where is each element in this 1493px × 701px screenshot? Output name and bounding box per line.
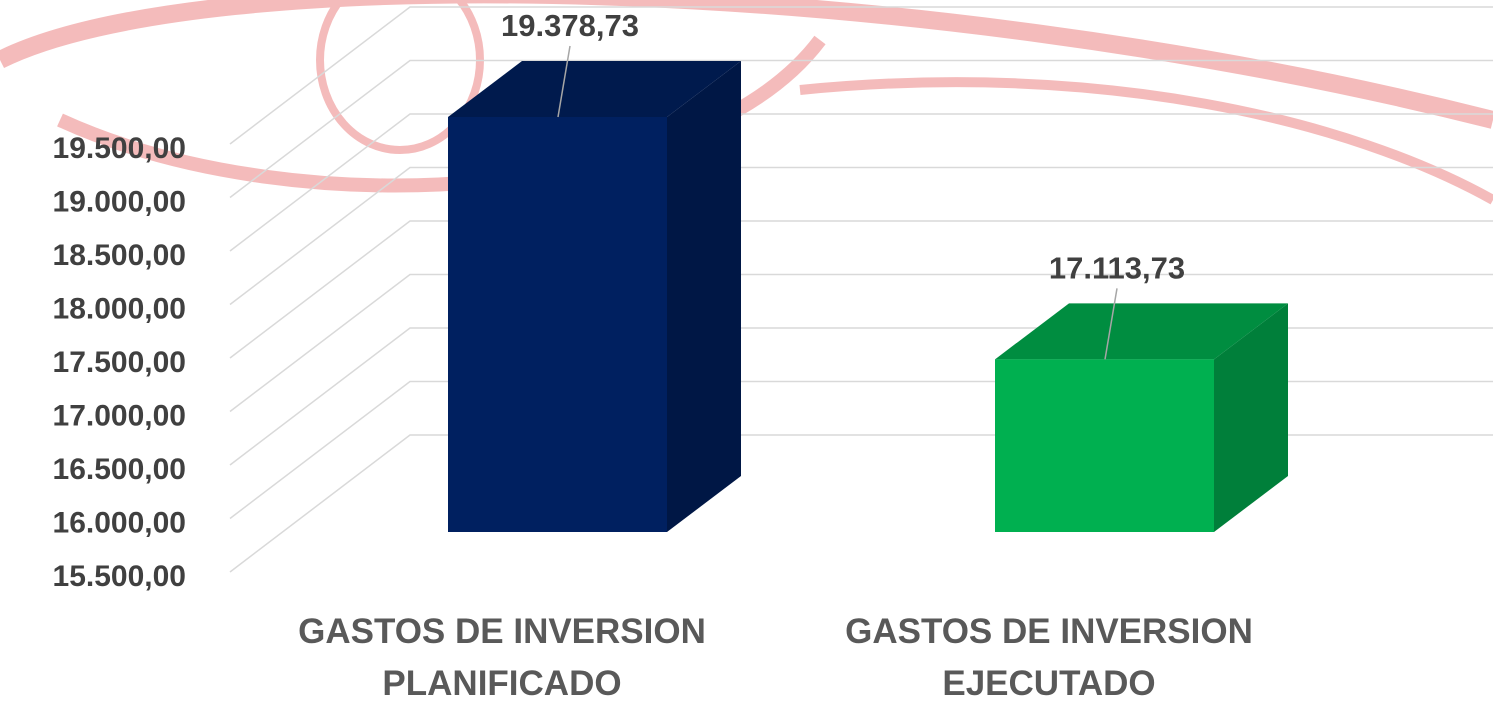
grid-line [230,328,1493,465]
bar [448,117,667,532]
y-tick-label: 16.500,00 [53,453,186,486]
y-tick-label: 17.000,00 [53,399,186,432]
value-label: 19.378,73 [501,8,639,43]
y-tick-label: 16.000,00 [53,506,186,539]
chart-svg: 15.500,00 16.000,00 16.500,00 17.000,00 17.5… [0,0,1493,701]
y-tick-label: 18.500,00 [53,239,186,272]
grid-line [230,435,1493,572]
grid-line [230,382,1493,519]
y-tick-label: 19.000,00 [53,185,186,218]
value-label: 17.113,73 [1049,251,1185,286]
y-tick-label: 17.500,00 [53,346,186,379]
grid-line [230,221,1493,358]
chart: 15.500,00 16.000,00 16.500,00 17.000,00 17.5… [0,0,1493,701]
grid-line [230,275,1493,412]
bar [995,359,1214,532]
y-tick-label: 18.000,00 [53,292,186,325]
y-tick-label: 15.500,00 [53,560,186,593]
y-tick-label: 19.500,00 [53,132,186,165]
background-decoration [0,0,1493,200]
x-tick-label: GASTOS DE INVERSION PLANIFICADO [282,606,722,701]
x-tick-label: GASTOS DE INVERSION EJECUTADO [829,606,1269,701]
bar-side [667,61,741,532]
